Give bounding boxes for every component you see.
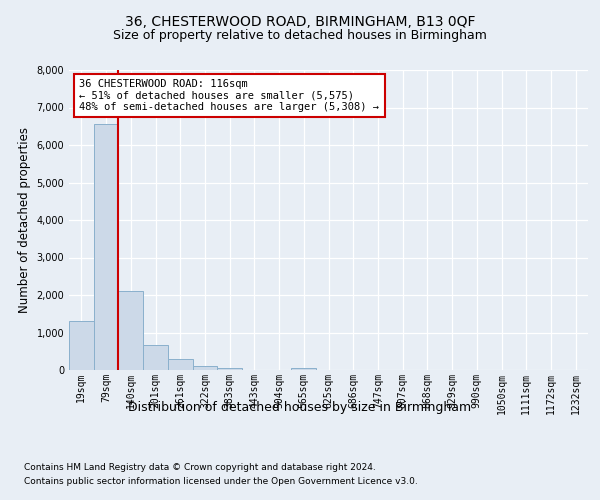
Text: 36 CHESTERWOOD ROAD: 116sqm
← 51% of detached houses are smaller (5,575)
48% of : 36 CHESTERWOOD ROAD: 116sqm ← 51% of det…: [79, 79, 379, 112]
Text: Contains HM Land Registry data © Crown copyright and database right 2024.: Contains HM Land Registry data © Crown c…: [24, 463, 376, 472]
Text: Distribution of detached houses by size in Birmingham: Distribution of detached houses by size …: [128, 401, 472, 414]
Bar: [69, 322, 94, 370]
Bar: [94, 124, 118, 370]
Bar: [143, 344, 168, 370]
Bar: [118, 291, 143, 370]
Bar: [217, 368, 242, 370]
Text: Size of property relative to detached houses in Birmingham: Size of property relative to detached ho…: [113, 30, 487, 43]
Text: 36, CHESTERWOOD ROAD, BIRMINGHAM, B13 0QF: 36, CHESTERWOOD ROAD, BIRMINGHAM, B13 0Q…: [125, 16, 475, 30]
Y-axis label: Number of detached properties: Number of detached properties: [18, 127, 31, 313]
Text: Contains public sector information licensed under the Open Government Licence v3: Contains public sector information licen…: [24, 476, 418, 486]
Bar: [292, 368, 316, 370]
Bar: [168, 359, 193, 370]
Bar: [193, 366, 217, 370]
